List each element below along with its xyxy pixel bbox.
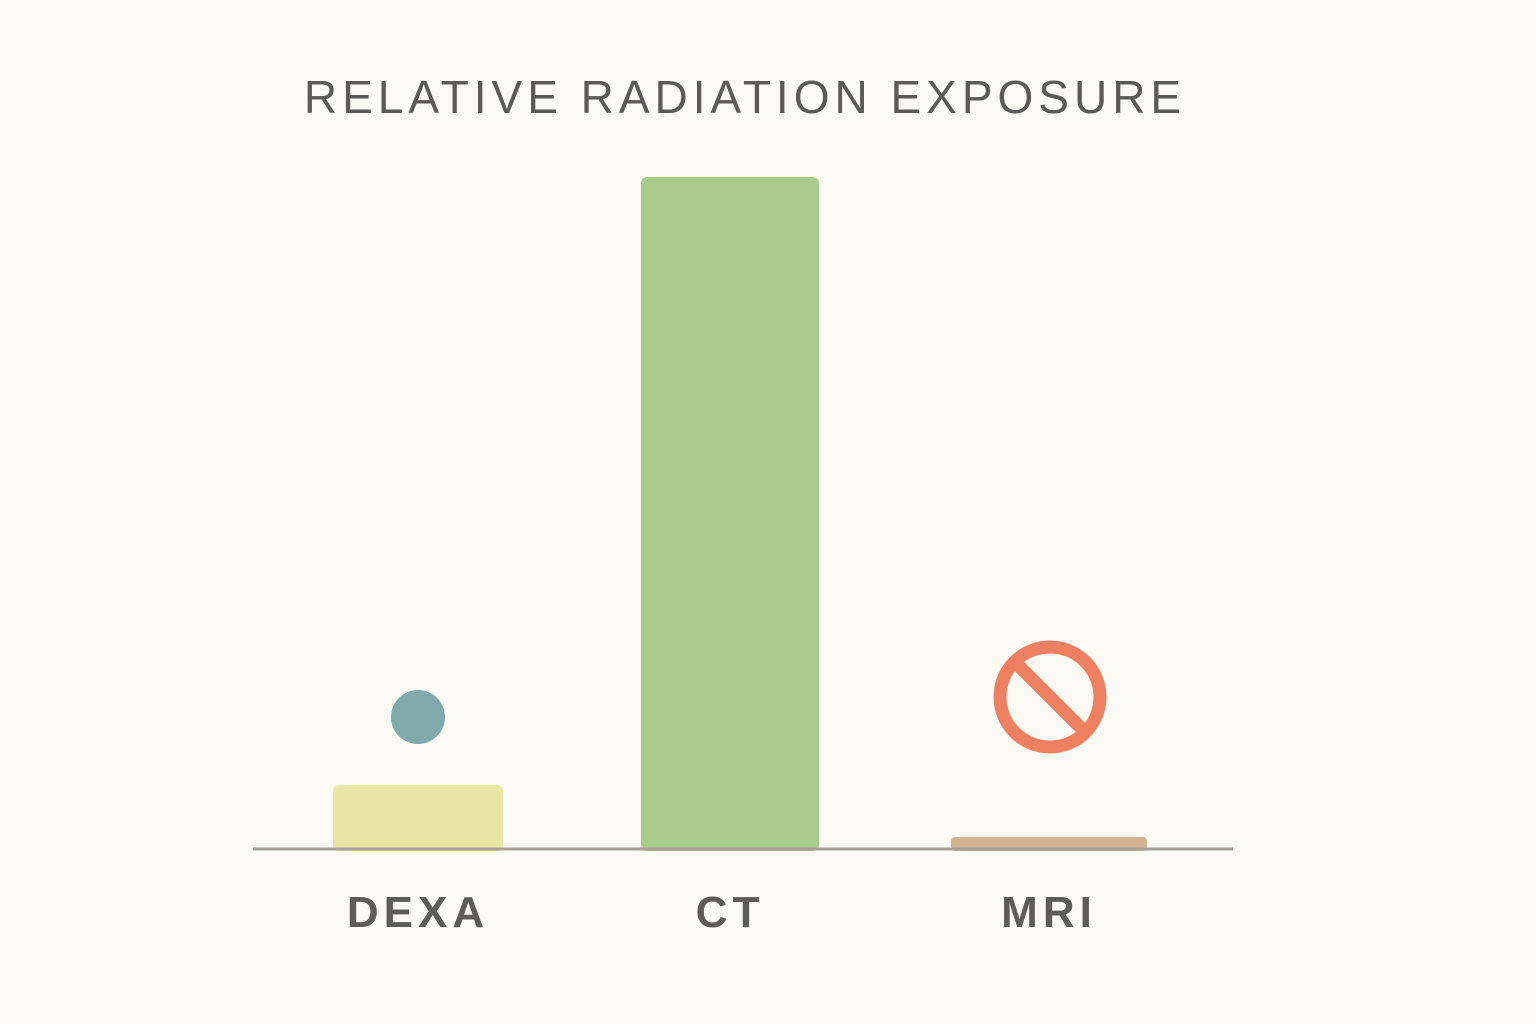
bar-mri [951,836,1147,851]
teal-dot-icon [391,690,445,744]
chart-title: RELATIVE RADIATION EXPOSURE [303,71,1187,123]
bar-ct [641,177,819,851]
no-symbol-icon [993,640,1107,754]
category-label-ct: CT [696,888,765,937]
bars-group [333,177,1147,851]
category-label-mri: MRI [1001,888,1097,937]
bar-dexa [333,785,503,851]
category-label-dexa: DEXA [347,888,489,937]
markers-group [391,640,1107,754]
category-labels: DEXA CT MRI [347,888,1097,937]
